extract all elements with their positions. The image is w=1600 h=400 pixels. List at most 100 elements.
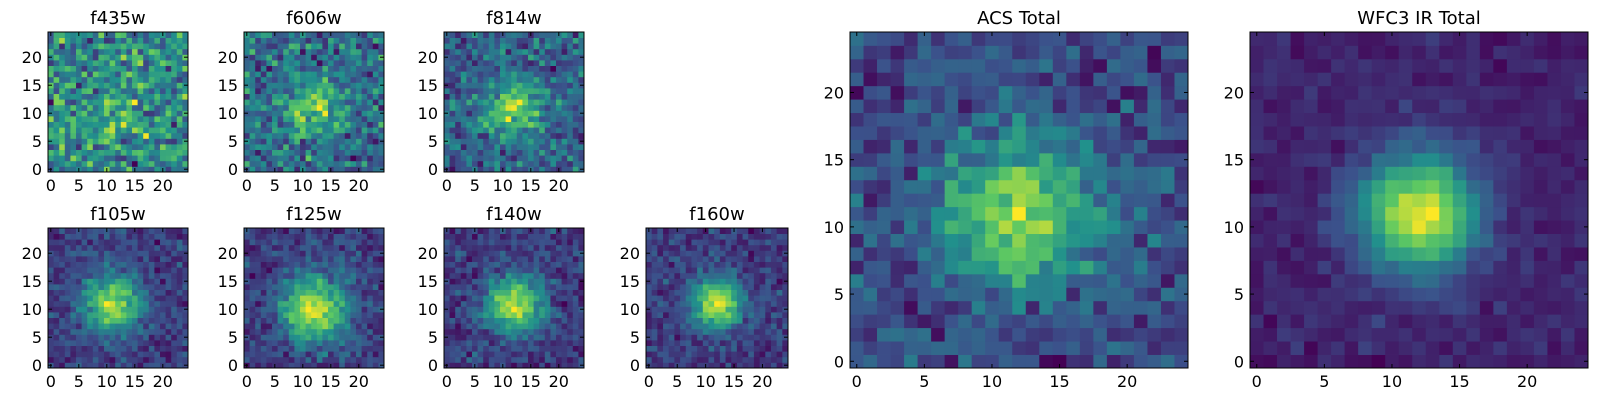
heatmap-cell bbox=[316, 323, 323, 330]
heatmap-cell bbox=[176, 239, 183, 246]
heatmap-cell bbox=[522, 334, 529, 341]
heatmap-cell bbox=[53, 278, 60, 285]
heatmap-cell bbox=[260, 76, 267, 83]
heatmap-cell bbox=[753, 267, 760, 274]
heatmap-cell bbox=[344, 267, 351, 274]
heatmap-cell bbox=[260, 312, 267, 318]
heatmap-cell bbox=[748, 312, 755, 318]
heatmap-cell bbox=[998, 273, 1013, 288]
heatmap-cell bbox=[92, 37, 99, 44]
heatmap-cell bbox=[444, 323, 450, 330]
heatmap-cell bbox=[572, 32, 579, 38]
heatmap-cell bbox=[748, 289, 755, 296]
heatmap-cell bbox=[674, 323, 681, 330]
heatmap-cell bbox=[339, 32, 346, 38]
heatmap-cell bbox=[1147, 260, 1162, 275]
heatmap-cell bbox=[1147, 327, 1162, 342]
heatmap-cell bbox=[770, 351, 778, 358]
heatmap-cell bbox=[120, 323, 127, 330]
heatmap-cell bbox=[511, 76, 518, 83]
heatmap-cell bbox=[488, 32, 495, 38]
heatmap-cell bbox=[556, 110, 562, 117]
heatmap-cell bbox=[742, 289, 749, 296]
heatmap-cell bbox=[255, 71, 262, 78]
heatmap-cell bbox=[126, 295, 133, 302]
heatmap-cell bbox=[361, 65, 368, 72]
heatmap-cell bbox=[494, 166, 501, 173]
heatmap-cell bbox=[522, 166, 529, 173]
heatmap-cell bbox=[272, 88, 278, 94]
heatmap-cell bbox=[249, 362, 256, 369]
heatmap-cell bbox=[154, 138, 161, 145]
heatmap-cell bbox=[109, 256, 116, 262]
heatmap-cell bbox=[691, 278, 698, 285]
heatmap-cell bbox=[1160, 220, 1175, 234]
heatmap-cell bbox=[702, 278, 709, 285]
heatmap-cell bbox=[356, 76, 362, 83]
heatmap-cell bbox=[505, 306, 512, 313]
heatmap-cell bbox=[126, 160, 133, 167]
heatmap-cell bbox=[249, 93, 256, 100]
heatmap-cell bbox=[556, 345, 562, 352]
heatmap-cell bbox=[160, 116, 166, 122]
heatmap-cell bbox=[776, 317, 783, 324]
heatmap-cell bbox=[742, 267, 749, 274]
heatmap-cell bbox=[714, 295, 721, 302]
heatmap-cell bbox=[533, 328, 540, 335]
heatmap-cell bbox=[288, 71, 295, 78]
heatmap-cell bbox=[255, 267, 262, 274]
heatmap-cell bbox=[132, 306, 138, 313]
heatmap-cell bbox=[154, 362, 161, 369]
heatmap-cell bbox=[372, 323, 379, 330]
heatmap-cell bbox=[516, 37, 523, 44]
heatmap-cell bbox=[472, 334, 478, 341]
heatmap-cell bbox=[176, 138, 183, 145]
heatmap-cell bbox=[53, 289, 60, 296]
heatmap-cell bbox=[339, 306, 346, 313]
heatmap-cell bbox=[714, 312, 721, 318]
heatmap-cell bbox=[697, 317, 704, 324]
heatmap-cell bbox=[367, 233, 374, 240]
heatmap-cell bbox=[294, 284, 301, 290]
heatmap-cell bbox=[137, 256, 144, 262]
heatmap-cell bbox=[266, 60, 273, 66]
heatmap-cell bbox=[460, 328, 467, 335]
heatmap-cell bbox=[731, 295, 738, 302]
heatmap-cell bbox=[378, 155, 385, 162]
heatmap-cell bbox=[561, 334, 568, 341]
heatmap-cell bbox=[249, 261, 256, 268]
heatmap-cell bbox=[154, 250, 161, 257]
heatmap-cell bbox=[288, 104, 295, 111]
y-tick-label: 0 bbox=[428, 356, 438, 375]
heatmap-cell bbox=[294, 104, 301, 111]
heatmap-cell bbox=[283, 60, 290, 66]
heatmap-cell bbox=[770, 323, 778, 330]
heatmap-cell bbox=[76, 244, 82, 251]
heatmap-cell bbox=[472, 340, 478, 346]
heatmap-cell bbox=[53, 93, 60, 100]
heatmap-cell bbox=[483, 356, 490, 363]
heatmap-cell bbox=[244, 121, 250, 128]
heatmap-cell bbox=[372, 244, 379, 251]
heatmap-cell bbox=[572, 340, 579, 346]
y-tick-label: 20 bbox=[218, 244, 238, 263]
heatmap-cell bbox=[137, 160, 144, 167]
heatmap-cell bbox=[165, 104, 172, 111]
heatmap-cell bbox=[92, 345, 99, 352]
heatmap-cell bbox=[137, 278, 144, 285]
heatmap-cell bbox=[1120, 354, 1135, 369]
heatmap-cell bbox=[171, 284, 178, 290]
heatmap-cell bbox=[578, 127, 585, 134]
heatmap-cell bbox=[466, 356, 473, 363]
heatmap-cell bbox=[697, 239, 704, 246]
heatmap-cell bbox=[361, 54, 368, 61]
heatmap-cell bbox=[550, 54, 557, 61]
heatmap-cell bbox=[322, 228, 329, 234]
heatmap-cell bbox=[48, 340, 54, 346]
heatmap-cell bbox=[674, 250, 681, 257]
heatmap-cell bbox=[1052, 193, 1067, 208]
heatmap-cell bbox=[154, 65, 161, 72]
heatmap-cell bbox=[165, 239, 172, 246]
heatmap-cell bbox=[70, 289, 77, 296]
